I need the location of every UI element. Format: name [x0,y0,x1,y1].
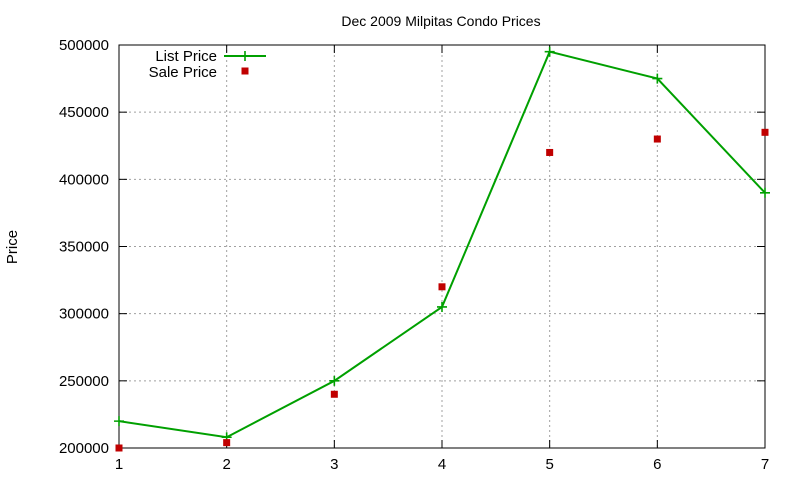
legend: List Price Sale Price [149,48,266,81]
axis-ticks [118,44,766,449]
data-point-list-price [544,46,555,57]
data-point-sale-price [223,439,231,447]
data-point-sale-price [330,390,338,398]
y-tick-label: 350000 [59,239,109,256]
data-point-list-price [114,416,124,427]
x-tick-label: 7 [761,456,769,473]
y-tick-label: 400000 [59,171,109,188]
grid-lines [119,45,765,448]
data-point-list-price [760,187,770,198]
data-point-sale-price [653,135,661,143]
data-point-sale-price [438,283,446,291]
data-point-sale-price [546,148,554,156]
x-tick-label: 2 [222,456,230,473]
data-point-list-price [652,73,663,84]
series-line-list-price [118,50,766,439]
x-tick-label: 3 [330,456,338,473]
y-axis-label: Price [4,230,21,264]
data-point-list-price [329,375,340,386]
legend-marker-list-price [240,51,250,61]
x-tick-label: 5 [545,456,553,473]
x-tick-label: 4 [438,456,446,473]
legend-label-sale-price: Sale Price [149,64,217,81]
x-tick-label: 6 [653,456,661,473]
y-tick-label: 450000 [59,104,109,121]
chart-title: Dec 2009 Milpitas Condo Prices [341,13,540,29]
data-series [114,46,770,452]
y-tick-label: 250000 [59,373,109,390]
legend-marker-sale-price [241,67,249,75]
y-tick-label: 200000 [59,440,109,457]
legend-label-list-price: List Price [155,48,217,65]
y-tick-label: 500000 [59,37,109,54]
data-point-sale-price [115,444,123,452]
y-tick-label: 300000 [59,306,109,323]
x-tick-label: 1 [115,456,123,473]
data-point-list-price [437,301,447,312]
data-point-sale-price [761,128,769,136]
tick-labels: 200000 250000 300000 350000 400000 450000 5000… [59,37,769,473]
